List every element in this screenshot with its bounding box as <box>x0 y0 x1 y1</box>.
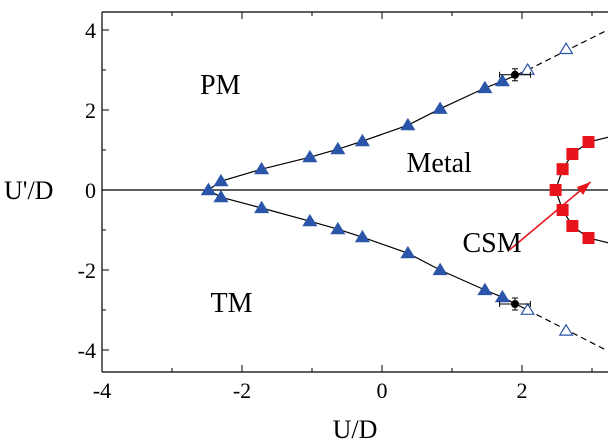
filled-square-point <box>566 220 579 232</box>
filled-triangle-point <box>432 262 448 276</box>
x-tick-label: 0 <box>377 378 388 403</box>
filled-triangle-point <box>477 282 493 296</box>
filled-triangle-point <box>302 213 318 227</box>
filled-triangle-point <box>494 289 510 303</box>
y-tick-label: 2 <box>85 98 96 123</box>
filled-triangle-point <box>302 149 318 163</box>
filled-square-point <box>556 163 569 176</box>
filled-triangle-point <box>494 73 510 87</box>
y-tick-label: 0 <box>85 178 96 203</box>
filled-square-point <box>582 136 595 148</box>
region-label-csm: CSM <box>463 228 522 259</box>
filled-triangle-point <box>213 189 229 203</box>
filled-triangle-point <box>213 173 229 187</box>
filled-circle-point <box>511 300 519 308</box>
y-tick-label: -4 <box>78 338 96 363</box>
open-triangle-point <box>558 323 574 336</box>
filled-triangle-point <box>254 161 270 175</box>
y-axis-label: U'/D <box>4 176 53 205</box>
filled-triangle-point <box>477 80 493 94</box>
x-tick-label: -2 <box>233 378 251 403</box>
x-tick-label: 2 <box>517 378 528 403</box>
open-triangle-point <box>520 302 535 315</box>
filled-triangle-point <box>354 229 370 243</box>
y-tick-label: 4 <box>85 18 96 43</box>
filled-triangle-point <box>330 141 346 155</box>
region-label-pm: PM <box>200 70 241 101</box>
filled-triangle-point <box>432 101 448 114</box>
x-axis-label: U/D <box>333 415 378 444</box>
filled-square-point <box>582 232 595 244</box>
csm-lower-line <box>555 189 608 244</box>
filled-triangle-point <box>200 182 216 196</box>
filled-triangle-point <box>354 133 370 147</box>
filled-triangle-point <box>400 245 416 259</box>
region-label-tm: TM <box>211 288 253 319</box>
y-tick-label: -2 <box>78 258 96 283</box>
x-tick-label: -4 <box>93 378 111 403</box>
open-triangle-point <box>558 42 574 55</box>
filled-triangle-point <box>330 221 346 235</box>
region-label-metal: Metal <box>407 148 473 179</box>
filled-circle-point <box>511 70 519 79</box>
filled-square-point <box>549 184 562 196</box>
csm-arrow-head <box>576 182 591 195</box>
csm-arrow-line <box>508 181 592 251</box>
open-triangle-point <box>520 62 535 75</box>
csm-upper-line <box>555 136 608 191</box>
filled-square-point <box>566 148 579 160</box>
filled-triangle-point <box>400 117 416 131</box>
filled-triangle-point <box>254 200 270 214</box>
